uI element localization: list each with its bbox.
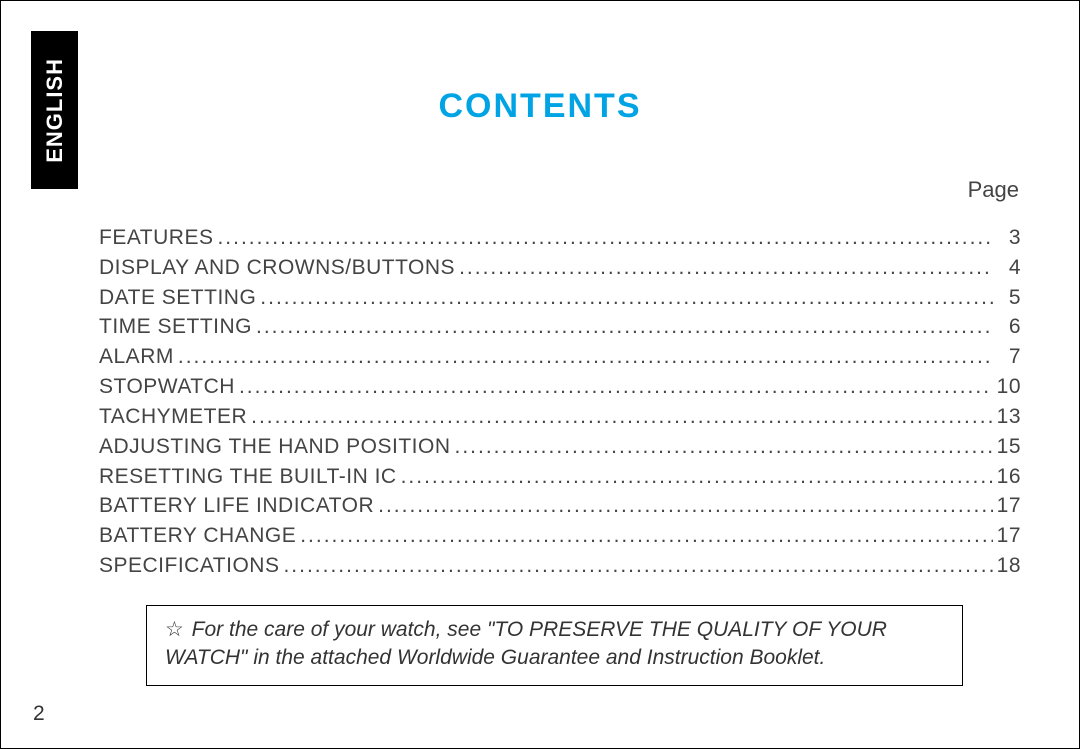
toc-label: TACHYMETER: [99, 402, 247, 432]
page-number: 2: [33, 702, 45, 726]
toc-leader: ........................................…: [455, 253, 993, 283]
toc-row: ADJUSTING THE HAND POSITION ............…: [99, 432, 1021, 462]
toc-label: FEATURES: [99, 223, 213, 253]
footnote-text: For the care of your watch, see "TO PRES…: [165, 618, 887, 669]
toc-page: 13: [993, 402, 1021, 432]
page-frame: ENGLISH CONTENTS Page FEATURES .........…: [0, 0, 1080, 749]
toc-leader: ........................................…: [235, 372, 993, 402]
toc-row: SPECIFICATIONS .........................…: [99, 551, 1021, 581]
toc-label: SPECIFICATIONS: [99, 551, 279, 581]
page-column-header: Page: [968, 177, 1019, 203]
toc-label: BATTERY CHANGE: [99, 521, 296, 551]
toc-label: DISPLAY AND CROWNS/BUTTONS: [99, 253, 455, 283]
page-title: CONTENTS: [1, 87, 1079, 126]
toc-label: STOPWATCH: [99, 372, 235, 402]
toc-page: 16: [993, 462, 1021, 492]
toc-page: 6: [993, 312, 1021, 342]
toc-leader: ........................................…: [252, 312, 993, 342]
toc-label: DATE SETTING: [99, 283, 256, 313]
toc-leader: ........................................…: [296, 521, 993, 551]
toc-leader: ........................................…: [374, 491, 993, 521]
toc-row: DISPLAY AND CROWNS/BUTTONS .............…: [99, 253, 1021, 283]
footnote-box: ☆ For the care of your watch, see "TO PR…: [146, 605, 963, 686]
toc-row: BATTERY LIFE INDICATOR .................…: [99, 491, 1021, 521]
toc-page: 17: [993, 491, 1021, 521]
toc-page: 3: [993, 223, 1021, 253]
toc-row: DATE SETTING ...........................…: [99, 283, 1021, 313]
toc-page: 4: [993, 253, 1021, 283]
toc-row: ALARM ..................................…: [99, 342, 1021, 372]
toc-label: ALARM: [99, 342, 174, 372]
toc-page: 18: [993, 551, 1021, 581]
toc-leader: ........................................…: [397, 462, 993, 492]
toc-row: TIME SETTING ...........................…: [99, 312, 1021, 342]
toc-row: BATTERY CHANGE .........................…: [99, 521, 1021, 551]
toc-label: ADJUSTING THE HAND POSITION: [99, 432, 450, 462]
star-icon: ☆: [165, 618, 184, 641]
toc-page: 10: [993, 372, 1021, 402]
toc-row: FEATURES ...............................…: [99, 223, 1021, 253]
toc-row: STOPWATCH ..............................…: [99, 372, 1021, 402]
toc-label: RESETTING THE BUILT-IN IC: [99, 462, 397, 492]
toc-leader: ........................................…: [279, 551, 993, 581]
toc-row: TACHYMETER .............................…: [99, 402, 1021, 432]
toc-row: RESETTING THE BUILT-IN IC ..............…: [99, 462, 1021, 492]
toc-leader: ........................................…: [213, 223, 993, 253]
toc-leader: ........................................…: [256, 283, 993, 313]
toc-leader: ........................................…: [247, 402, 993, 432]
toc-leader: ........................................…: [174, 342, 993, 372]
toc-page: 17: [993, 521, 1021, 551]
toc-leader: ........................................…: [450, 432, 993, 462]
toc-label: TIME SETTING: [99, 312, 252, 342]
toc-label: BATTERY LIFE INDICATOR: [99, 491, 374, 521]
toc-page: 7: [993, 342, 1021, 372]
toc-page: 5: [993, 283, 1021, 313]
toc-page: 15: [993, 432, 1021, 462]
table-of-contents: FEATURES ...............................…: [99, 223, 1021, 581]
